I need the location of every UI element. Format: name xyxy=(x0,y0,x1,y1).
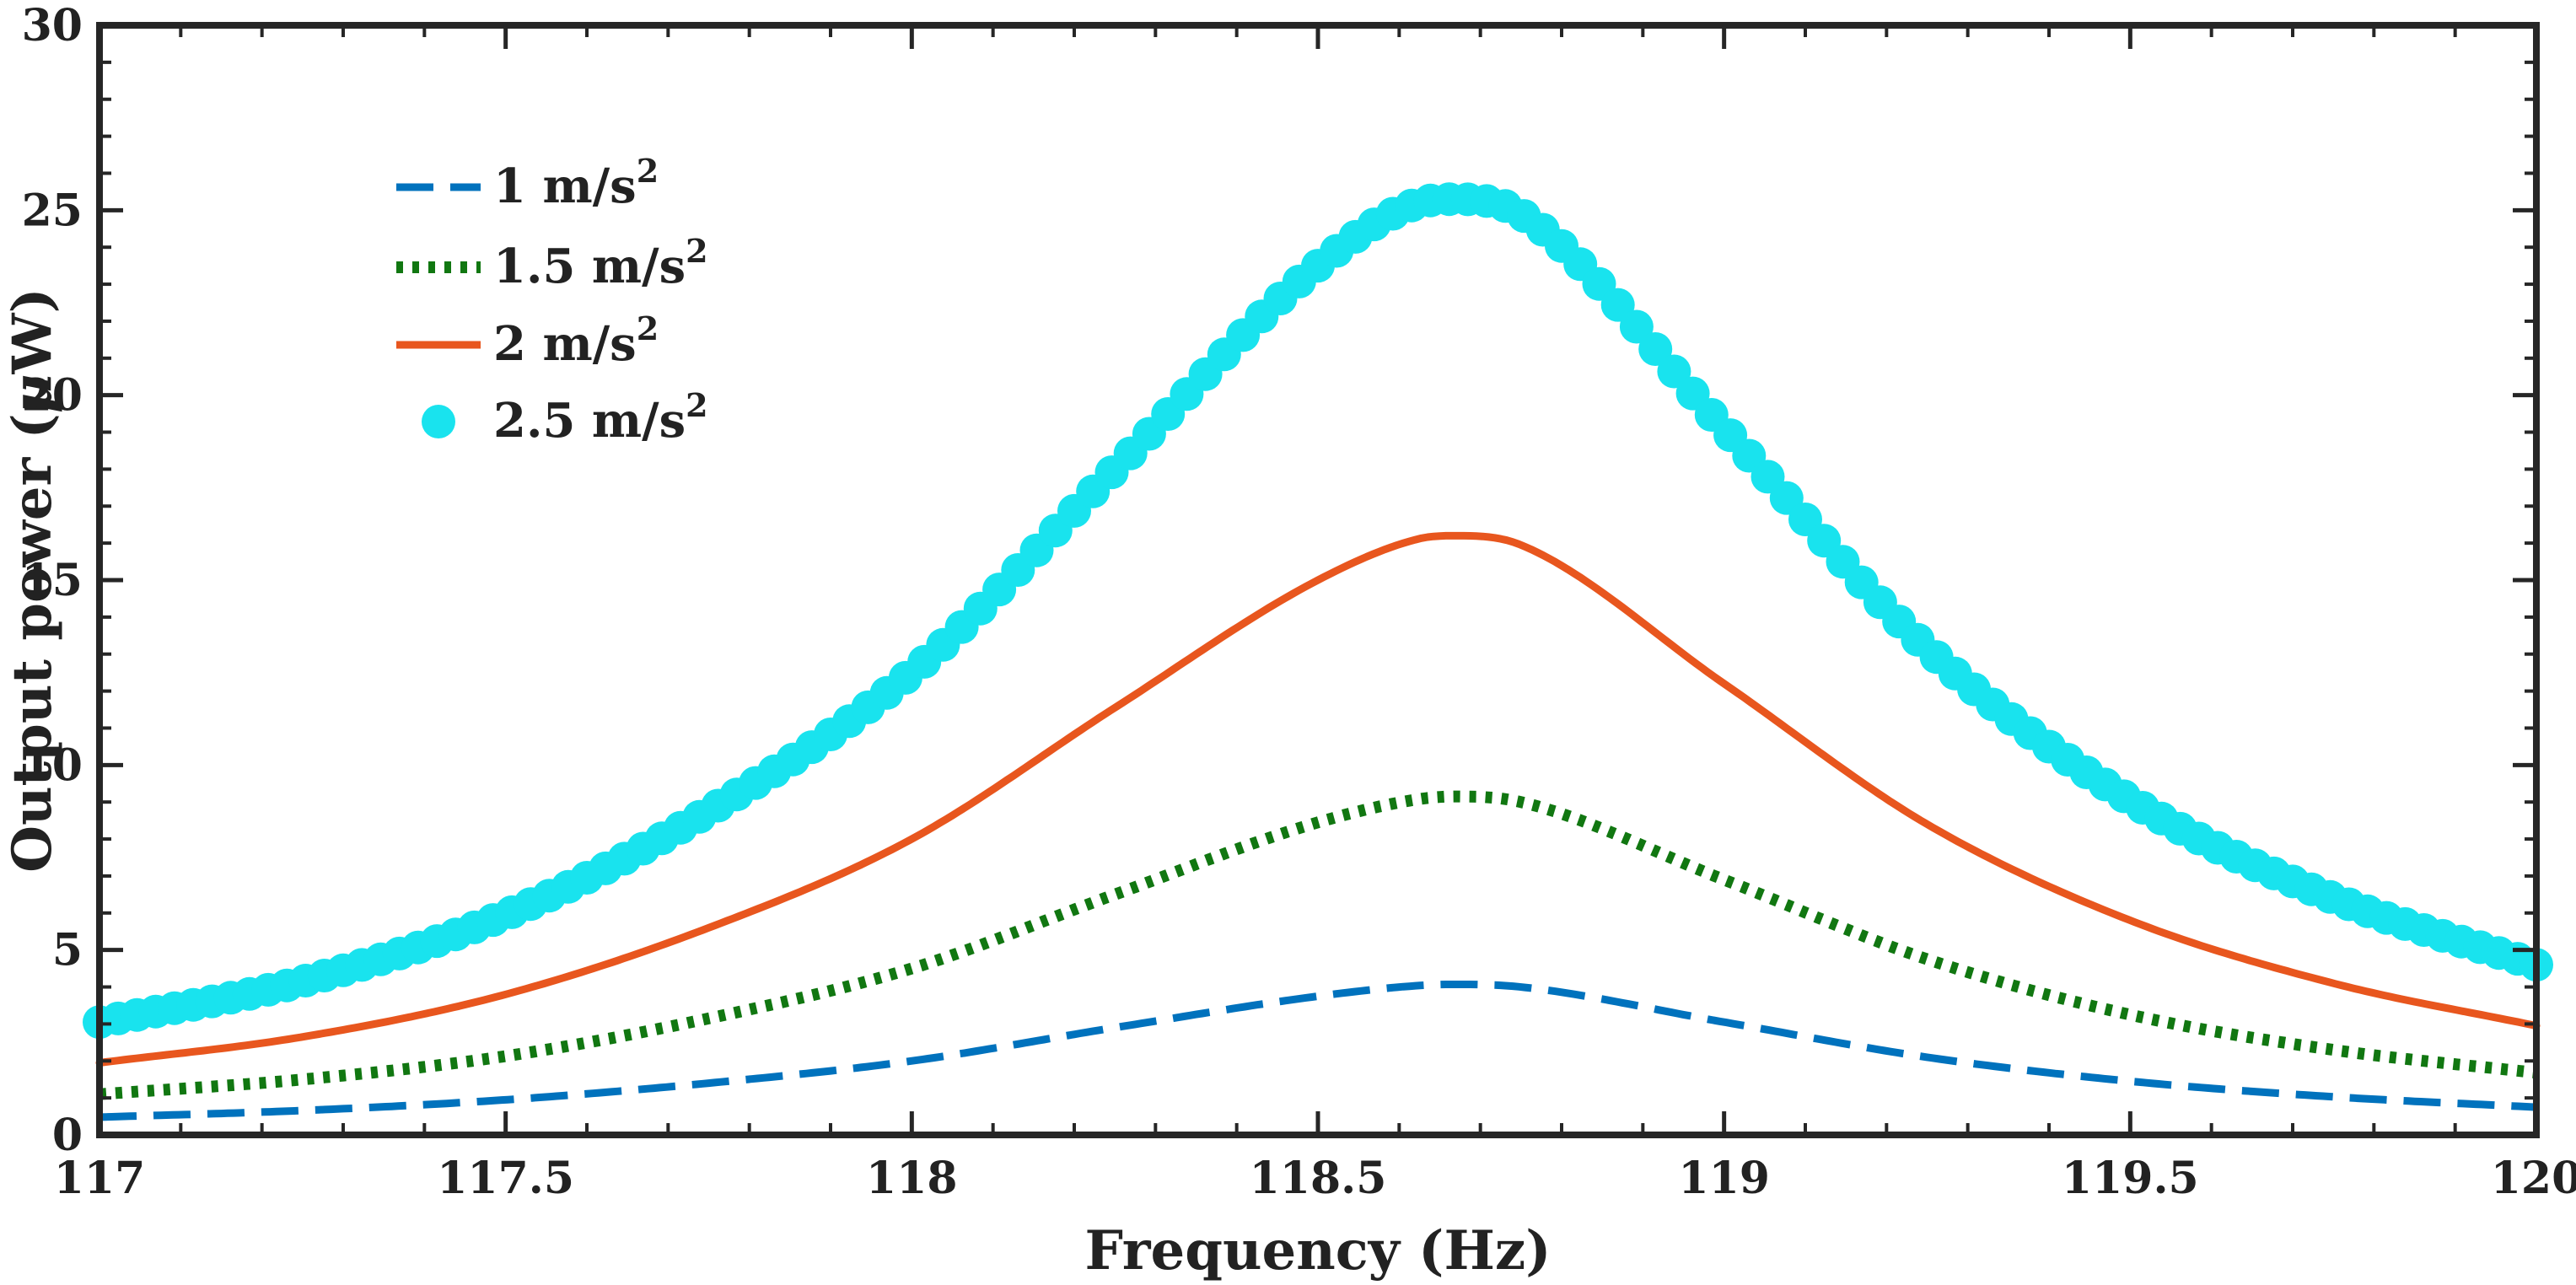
y-tick-label: 30 xyxy=(22,0,83,51)
x-tick-label: 117 xyxy=(54,1153,146,1204)
x-tick-label: 117.5 xyxy=(437,1153,574,1204)
legend-label-4: 2.5 m/s2 xyxy=(493,386,708,449)
legend-entry-4: 2.5 m/s2 xyxy=(422,386,708,449)
x-tick-label: 120 xyxy=(2491,1153,2576,1204)
x-tick-label: 118 xyxy=(866,1153,958,1204)
y-tick-label: 10 xyxy=(22,739,83,791)
data-point xyxy=(1600,288,1635,322)
data-point xyxy=(1638,332,1673,366)
data-point xyxy=(1657,354,1691,389)
y-tick-label: 15 xyxy=(22,555,83,606)
series-2-line xyxy=(99,790,2537,1100)
x-axis-label: Frequency (Hz) xyxy=(1084,1219,1551,1282)
series-3-line xyxy=(95,531,2541,1067)
x-tick-label: 118.5 xyxy=(1250,1153,1387,1204)
x-tick-label: 119.5 xyxy=(2062,1153,2199,1204)
y-tick-label: 20 xyxy=(22,370,83,422)
y-tick-label: 25 xyxy=(22,185,83,236)
legend-label-1: 1 m/s2 xyxy=(493,152,659,214)
legend-label-2: 1.5 m/s2 xyxy=(493,232,708,294)
x-tick-label: 119 xyxy=(1678,1153,1770,1204)
data-point xyxy=(1619,309,1654,344)
series-layer xyxy=(83,182,2553,1121)
legend-swatch-4 xyxy=(422,405,455,438)
legend-label-3: 2 m/s2 xyxy=(493,309,659,372)
y-axis-label: Output power (μW) xyxy=(1,288,64,873)
tick-layer: 117 117.5 118 118.5 119 119.5 120 0 5 10 15 20 25 30 xyxy=(22,0,2576,1204)
legend-entry-2: 1.5 m/s2 xyxy=(396,232,708,294)
y-tick-label: 0 xyxy=(52,1110,83,1161)
y-tick-label: 5 xyxy=(52,925,83,976)
legend-entry-3: 2 m/s2 xyxy=(396,309,659,372)
series-1-line xyxy=(99,981,2537,1121)
legend: 1 m/s2 1.5 m/s2 2 m/s2 2.5 m/s2 xyxy=(396,152,708,449)
legend-entry-1: 1 m/s2 xyxy=(396,152,659,214)
